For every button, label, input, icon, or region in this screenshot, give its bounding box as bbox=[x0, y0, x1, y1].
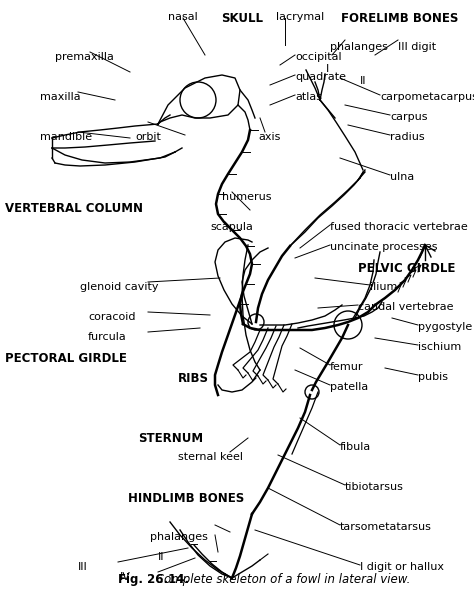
Text: coracoid: coracoid bbox=[88, 312, 136, 322]
Text: IV: IV bbox=[120, 572, 131, 582]
Text: radius: radius bbox=[390, 132, 425, 142]
Text: furcula: furcula bbox=[88, 332, 127, 342]
Text: Fig. 26.14.: Fig. 26.14. bbox=[118, 573, 189, 586]
Text: glenoid cavity: glenoid cavity bbox=[80, 282, 158, 292]
Text: I: I bbox=[327, 64, 329, 74]
Text: HINDLIMB BONES: HINDLIMB BONES bbox=[128, 492, 244, 505]
Text: III digit: III digit bbox=[398, 42, 436, 52]
Text: axis: axis bbox=[258, 132, 281, 142]
Text: VERTEBRAL COLUMN: VERTEBRAL COLUMN bbox=[5, 202, 143, 215]
Text: II: II bbox=[360, 76, 366, 86]
Text: ulna: ulna bbox=[390, 172, 414, 182]
Text: maxilla: maxilla bbox=[40, 92, 81, 102]
Text: Complete skeleton of a fowl in lateral view.: Complete skeleton of a fowl in lateral v… bbox=[152, 573, 410, 586]
Text: scapula: scapula bbox=[210, 222, 253, 232]
Text: SKULL: SKULL bbox=[221, 12, 263, 25]
Text: ilium: ilium bbox=[370, 282, 397, 292]
Text: occipital: occipital bbox=[295, 52, 342, 62]
Text: orbit: orbit bbox=[135, 132, 161, 142]
Text: fused thoracic vertebrae: fused thoracic vertebrae bbox=[330, 222, 468, 232]
Text: humerus: humerus bbox=[222, 192, 272, 202]
Text: quadrate: quadrate bbox=[295, 72, 346, 82]
Text: premaxilla: premaxilla bbox=[55, 52, 114, 62]
Text: III: III bbox=[78, 562, 88, 572]
Text: fibula: fibula bbox=[340, 442, 371, 452]
Text: phalanges: phalanges bbox=[150, 532, 208, 542]
Text: tarsometatarsus: tarsometatarsus bbox=[340, 522, 432, 532]
Text: II: II bbox=[158, 552, 164, 562]
Text: patella: patella bbox=[330, 382, 368, 392]
Text: mandible: mandible bbox=[40, 132, 92, 142]
Text: PELVIC GIRDLE: PELVIC GIRDLE bbox=[358, 262, 456, 275]
Text: uncinate processes: uncinate processes bbox=[330, 242, 438, 252]
Text: tibiotarsus: tibiotarsus bbox=[345, 482, 404, 492]
Text: phalanges: phalanges bbox=[330, 42, 388, 52]
Text: sternal keel: sternal keel bbox=[178, 452, 243, 462]
Text: RIBS: RIBS bbox=[178, 372, 209, 385]
Text: lacrymal: lacrymal bbox=[276, 12, 324, 22]
Text: FORELIMB BONES: FORELIMB BONES bbox=[341, 12, 459, 25]
Text: carpometacarpus: carpometacarpus bbox=[380, 92, 474, 102]
Text: pubis: pubis bbox=[418, 372, 448, 382]
Text: caudal vertebrae: caudal vertebrae bbox=[358, 302, 454, 312]
Text: ischium: ischium bbox=[418, 342, 461, 352]
Text: femur: femur bbox=[330, 362, 364, 372]
Text: I digit or hallux: I digit or hallux bbox=[360, 562, 444, 572]
Text: pygostyle: pygostyle bbox=[418, 322, 472, 332]
Text: atlas: atlas bbox=[295, 92, 322, 102]
Text: nasal: nasal bbox=[168, 12, 198, 22]
Text: STERNUM: STERNUM bbox=[138, 432, 203, 445]
Text: carpus: carpus bbox=[390, 112, 428, 122]
Text: PECTORAL GIRDLE: PECTORAL GIRDLE bbox=[5, 352, 127, 365]
